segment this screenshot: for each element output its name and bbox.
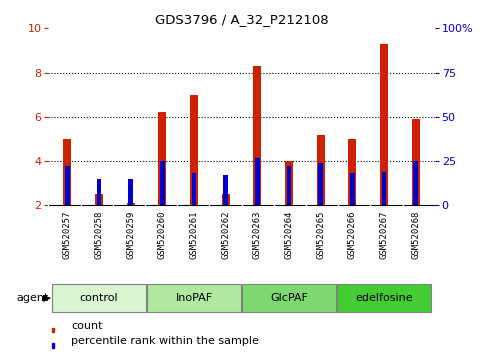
- Bar: [413, 161, 418, 205]
- Text: GSM520264: GSM520264: [284, 211, 294, 259]
- Bar: [380, 44, 388, 205]
- Bar: [158, 113, 166, 205]
- Text: GSM520257: GSM520257: [63, 211, 72, 259]
- Bar: [285, 161, 293, 205]
- Text: percentile rank within the sample: percentile rank within the sample: [71, 336, 259, 346]
- Text: GSM520268: GSM520268: [411, 211, 420, 259]
- Bar: [190, 95, 198, 205]
- FancyBboxPatch shape: [337, 284, 431, 312]
- Bar: [222, 194, 229, 205]
- Text: GSM520267: GSM520267: [380, 211, 388, 259]
- Bar: [254, 66, 261, 205]
- Text: GSM520260: GSM520260: [158, 211, 167, 259]
- Text: GSM520258: GSM520258: [95, 211, 103, 259]
- Bar: [412, 119, 420, 205]
- Bar: [97, 179, 101, 205]
- Bar: [95, 194, 103, 205]
- Text: GSM520263: GSM520263: [253, 211, 262, 259]
- Bar: [350, 173, 355, 205]
- Bar: [65, 166, 70, 205]
- Bar: [382, 172, 386, 205]
- Bar: [160, 161, 165, 205]
- Title: GDS3796 / A_32_P212108: GDS3796 / A_32_P212108: [155, 13, 328, 26]
- FancyBboxPatch shape: [147, 284, 241, 312]
- Bar: [127, 203, 135, 205]
- Text: GSM520265: GSM520265: [316, 211, 325, 259]
- Bar: [128, 179, 133, 205]
- Bar: [63, 139, 71, 205]
- Text: count: count: [71, 321, 103, 331]
- FancyBboxPatch shape: [242, 284, 336, 312]
- FancyBboxPatch shape: [52, 284, 146, 312]
- Bar: [223, 175, 228, 205]
- Bar: [255, 158, 260, 205]
- Bar: [317, 135, 325, 205]
- Bar: [318, 163, 323, 205]
- Text: edelfosine: edelfosine: [355, 293, 413, 303]
- Text: GSM520262: GSM520262: [221, 211, 230, 259]
- Bar: [192, 173, 197, 205]
- Text: control: control: [80, 293, 118, 303]
- Text: agent: agent: [16, 293, 49, 303]
- Text: GSM520266: GSM520266: [348, 211, 357, 259]
- Text: InoPAF: InoPAF: [175, 293, 213, 303]
- Bar: [52, 343, 54, 348]
- Bar: [348, 139, 356, 205]
- Text: GSM520259: GSM520259: [126, 211, 135, 259]
- Text: GlcPAF: GlcPAF: [270, 293, 308, 303]
- Text: GSM520261: GSM520261: [189, 211, 199, 259]
- Bar: [52, 328, 54, 332]
- Bar: [286, 166, 291, 205]
